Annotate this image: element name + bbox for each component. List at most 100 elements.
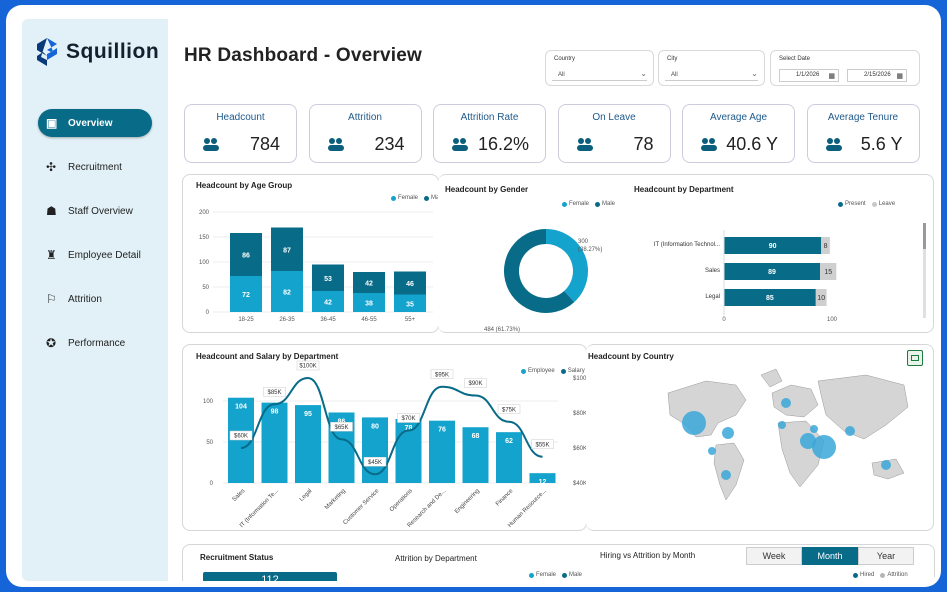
- scrollbar[interactable]: [923, 223, 926, 318]
- salary-data-label: $95K: [430, 369, 454, 379]
- svg-text:$75K: $75K: [502, 407, 516, 413]
- legend-female: Female: [398, 195, 419, 201]
- nav-item-label: Employee Detail: [68, 249, 141, 261]
- export-excel-icon[interactable]: [907, 350, 923, 366]
- data-label: 90: [769, 243, 777, 250]
- salary-chart-legend: Employee Salary: [521, 368, 585, 374]
- y-category-label: Legal: [705, 294, 720, 300]
- country-filter-label: Country: [554, 56, 576, 62]
- y2-tick-label: $100K: [573, 376, 588, 382]
- y-tick-label: 100: [203, 399, 214, 405]
- kpi-value: 40.6 Y: [726, 134, 778, 154]
- nav-item-overview[interactable]: ▣ Overview: [38, 109, 152, 137]
- main-content: HR Dashboard - Overview Country All ⌄ Ci…: [168, 19, 935, 581]
- gender-dept-card: Headcount by Gender Female Male 300 (38.2…: [438, 174, 934, 333]
- start-date-input[interactable]: 1/1/2026 ▦: [779, 69, 839, 82]
- country-bubble: [845, 426, 855, 436]
- bar-male: [271, 227, 303, 271]
- x-tick-label: 0: [722, 317, 726, 323]
- slice-label: 484 (61.73%): [484, 327, 520, 333]
- city-select[interactable]: All: [665, 69, 758, 81]
- country-bubble: [778, 421, 786, 429]
- calendar-icon[interactable]: ▦: [828, 73, 835, 80]
- y-tick-label: 0: [210, 481, 214, 487]
- nav-item-recruitment[interactable]: ✣ Recruitment: [38, 153, 152, 181]
- data-label: 10: [817, 295, 825, 302]
- date-filter[interactable]: Select Date 1/1/2026 ▦ 2/15/2026 ▦: [770, 50, 920, 86]
- kpi-value: 78: [633, 134, 654, 154]
- y-tick-label: 150: [199, 235, 210, 241]
- country-bubble: [800, 433, 816, 449]
- bar-female: [353, 293, 385, 312]
- salary-data-label: $65K: [330, 422, 353, 432]
- bar-employee: [429, 420, 455, 483]
- data-label: 80: [371, 423, 379, 430]
- kpi-card-attrition: Attrition 234: [308, 104, 422, 163]
- kpi-title: Average Age: [709, 112, 768, 123]
- data-label: 42: [324, 300, 332, 307]
- data-label: 15: [824, 269, 832, 276]
- kpi-title: Attrition Rate: [460, 112, 519, 123]
- end-date-input[interactable]: 2/15/2026 ▦: [847, 69, 907, 82]
- nav-item-performance[interactable]: ✪ Performance: [38, 329, 152, 357]
- nav-item-staff-overview[interactable]: ☗ Staff Overview: [38, 197, 152, 225]
- data-label: 86: [242, 253, 250, 260]
- performance-icon: ✪: [46, 336, 57, 350]
- y-tick-label: 50: [206, 440, 213, 446]
- country-select[interactable]: All: [552, 69, 647, 81]
- data-label: 62: [505, 438, 513, 445]
- salary-data-label: $90K: [464, 378, 487, 388]
- kpi-title: Average Tenure: [827, 112, 899, 123]
- bar-employee: [228, 397, 254, 483]
- legend-male: Male: [431, 195, 444, 201]
- person-icon: [701, 138, 717, 151]
- tab-year[interactable]: Year: [858, 547, 914, 565]
- recruitment-value: 112: [261, 574, 279, 581]
- calendar-icon[interactable]: ▦: [896, 73, 903, 80]
- gender-donut-chart: 300 (38.27%) 484 (61.73%): [484, 229, 602, 333]
- kpi-title: Attrition: [348, 112, 382, 123]
- salary-line: [240, 376, 543, 476]
- tab-week-label: Week: [762, 551, 786, 561]
- svg-text:$85K: $85K: [267, 390, 281, 396]
- start-date-value: 1/1/2026: [796, 72, 820, 78]
- tab-year-label: Year: [876, 551, 896, 561]
- country-shape: [667, 380, 747, 438]
- data-label: 104: [235, 404, 247, 411]
- employee-icon: ♜: [46, 248, 57, 262]
- bar-employee: [362, 417, 388, 483]
- x-tick-label: Customer Service: [342, 488, 380, 526]
- scrollbar-thumb[interactable]: [923, 223, 926, 249]
- x-tick-label: 36-45: [320, 317, 336, 323]
- kpi-value: 5.6 Y: [860, 134, 903, 154]
- nav-item-employee-detail[interactable]: ♜ Employee Detail: [38, 241, 152, 269]
- desk-icon: [825, 138, 842, 151]
- world-map[interactable]: [586, 345, 934, 532]
- country-shape: [760, 368, 783, 388]
- x-tick-label: Marketing: [324, 488, 347, 511]
- legend-male: Male: [602, 201, 616, 207]
- kpi-title: Headcount: [216, 112, 265, 123]
- dept-chart-legend: Present Leave: [838, 201, 895, 207]
- legend-salary: Salary: [567, 368, 585, 374]
- nav-item-attrition[interactable]: ⚐ Attrition: [38, 285, 152, 313]
- country-filter[interactable]: Country All ⌄: [545, 50, 654, 86]
- brand-logo: Squillion: [36, 37, 159, 67]
- kpi-value: 16.2%: [477, 134, 529, 154]
- y-tick-label: 100: [199, 260, 210, 266]
- tab-month-label: Month: [817, 551, 843, 561]
- kpi-value: 784: [249, 134, 280, 154]
- salary-data-label: $60K: [229, 430, 253, 441]
- data-label: 53: [324, 276, 332, 283]
- tab-month[interactable]: Month: [802, 547, 858, 565]
- bar-male: [312, 264, 344, 291]
- attrition-dept-legend: Female Male: [529, 572, 582, 578]
- country-bubble: [781, 398, 791, 408]
- bar-male: [230, 233, 262, 276]
- bar-male: [353, 272, 385, 293]
- y-tick-label: 50: [202, 285, 209, 291]
- recruitment-icon: ✣: [46, 160, 57, 174]
- tab-week[interactable]: Week: [746, 547, 802, 565]
- y2-tick-label: $40K: [573, 481, 587, 487]
- city-filter[interactable]: City All ⌄: [658, 50, 765, 86]
